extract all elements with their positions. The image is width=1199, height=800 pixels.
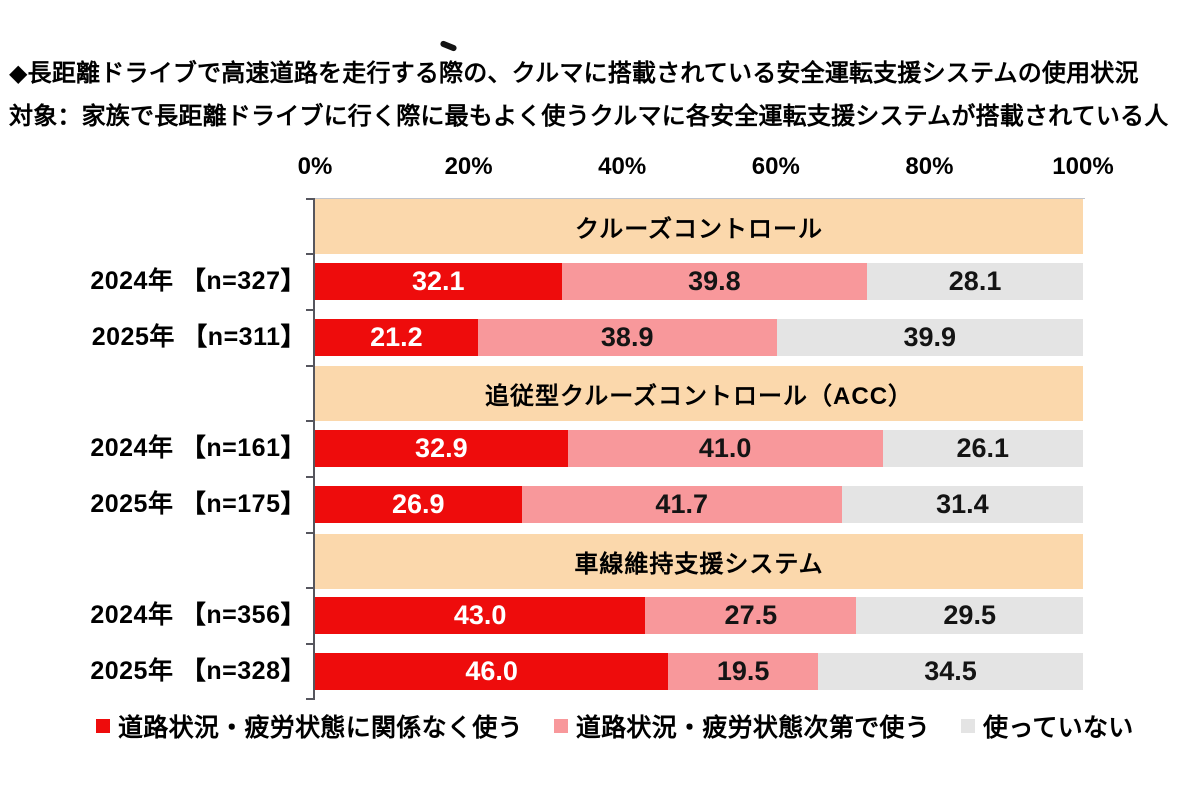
chart-subtitle: 対象：家族で長距離ドライブに行く際に最もよく使うクルマに各安全運転支援システムが… — [9, 103, 1169, 130]
bar-segment-depends: 41.7 — [521, 486, 842, 523]
legend-label: 使っていない — [983, 714, 1134, 742]
bar-segment-always-use: 21.2 — [315, 319, 478, 356]
y-axis-tick — [306, 587, 313, 589]
y-axis-tick — [306, 420, 313, 422]
stacked-bar: 32.1 39.8 28.1 — [315, 263, 1083, 300]
title-block: ◆長距離ドライブで高速道路を走行する際の、クルマに搭載されている安全運転支援シス… — [9, 52, 1195, 138]
stray-ink-mark — [439, 40, 458, 52]
stacked-bar: 46.0 19.5 34.5 — [315, 653, 1083, 690]
legend: 道路状況・疲労状態に関係なく使う 道路状況・疲労状態次第で使う 使っていない — [96, 707, 1134, 745]
bar-segment-depends: 38.9 — [477, 319, 777, 356]
bar-segment-depends: 41.0 — [567, 430, 883, 467]
legend-marker-pink-icon — [553, 719, 568, 733]
stacked-bar: 32.9 41.0 26.1 — [315, 430, 1083, 467]
stacked-bar: 43.0 27.5 29.5 — [315, 597, 1083, 634]
bar-row-2024-acc: 2024年 【n=161】 32.9 41.0 26.1 — [90, 430, 1083, 467]
y-axis-line — [313, 198, 315, 700]
bar-segment-always-use: 32.1 — [315, 263, 562, 300]
stacked-bar: 26.9 41.7 31.4 — [315, 486, 1083, 523]
bar-segment-not-used: 31.4 — [841, 486, 1083, 523]
y-axis-tick — [306, 309, 313, 311]
row-label: 2024年 【n=327】 — [90, 267, 306, 295]
bar-row-2025-acc: 2025年 【n=175】 26.9 41.7 31.4 — [90, 486, 1083, 523]
bar-segment-always-use: 26.9 — [315, 486, 522, 523]
bar-segment-not-used: 26.1 — [882, 430, 1083, 467]
x-axis-label-100: 100% — [1052, 153, 1114, 180]
row-label: 2025年 【n=175】 — [90, 490, 306, 518]
x-axis-label-40: 40% — [598, 153, 647, 180]
bar-segment-always-use: 46.0 — [315, 653, 669, 690]
bar-segment-depends: 27.5 — [645, 597, 857, 634]
plot-top-border — [315, 198, 1086, 199]
bar-segment-always-use: 32.9 — [315, 430, 568, 467]
legend-label: 道路状況・疲労状態次第で使う — [575, 714, 931, 742]
bar-segment-depends: 39.8 — [561, 263, 868, 300]
y-axis-tick — [306, 698, 313, 700]
x-axis-label-20: 20% — [444, 153, 493, 180]
x-axis-label-60: 60% — [751, 153, 800, 180]
bar-row-2025-lane-keep: 2025年 【n=328】 46.0 19.5 34.5 — [90, 653, 1083, 690]
y-axis-tick — [306, 198, 313, 200]
stacked-bar: 21.2 38.9 39.9 — [315, 319, 1083, 356]
group-header-acc: 追従型クルーズコントロール（ACC） — [315, 366, 1083, 421]
bar-segment-depends: 19.5 — [668, 653, 819, 690]
row-label: 2024年 【n=161】 — [90, 434, 306, 462]
row-label: 2024年 【n=356】 — [90, 601, 306, 629]
x-axis-label-80: 80% — [905, 153, 954, 180]
bar-row-2024-cruise: 2024年 【n=327】 32.1 39.8 28.1 — [90, 263, 1083, 300]
group-header-cruise-control: クルーズコントロール — [315, 199, 1083, 254]
group-header-lane-keep: 車線維持支援システム — [315, 534, 1083, 589]
legend-label: 道路状況・疲労状態に関係なく使う — [118, 714, 523, 742]
row-label: 2025年 【n=311】 — [91, 323, 306, 351]
bar-row-2025-cruise: 2025年 【n=311】 21.2 38.9 39.9 — [92, 319, 1083, 356]
legend-item-depends: 道路状況・疲労状態次第で使う — [553, 708, 931, 744]
x-axis-label-0: 0% — [297, 153, 333, 180]
y-axis-tick — [306, 365, 313, 367]
y-axis-tick — [306, 476, 313, 478]
plot-area: 0% 20% 40% 60% 80% 100% クルーズコントロール 2024年… — [90, 153, 1114, 700]
chart-title: ◆長距離ドライブで高速道路を走行する際の、クルマに搭載されている安全運転支援シス… — [9, 60, 1139, 87]
row-label: 2025年 【n=328】 — [90, 657, 306, 685]
y-axis-tick — [306, 253, 313, 255]
bar-segment-not-used: 29.5 — [856, 597, 1083, 634]
bar-segment-not-used: 39.9 — [776, 319, 1083, 356]
bar-row-2024-lane-keep: 2024年 【n=356】 43.0 27.5 29.5 — [90, 597, 1083, 634]
bar-segment-always-use: 43.0 — [315, 597, 646, 634]
legend-item-always-use: 道路状況・疲労状態に関係なく使う — [96, 708, 523, 744]
y-axis-tick — [306, 643, 313, 645]
legend-marker-gray-icon — [961, 719, 976, 733]
legend-item-not-used: 使っていない — [961, 708, 1134, 744]
bar-segment-not-used: 34.5 — [818, 653, 1083, 690]
y-axis-tick — [306, 532, 313, 534]
legend-marker-red-icon — [96, 719, 110, 733]
bar-segment-not-used: 28.1 — [867, 263, 1083, 300]
